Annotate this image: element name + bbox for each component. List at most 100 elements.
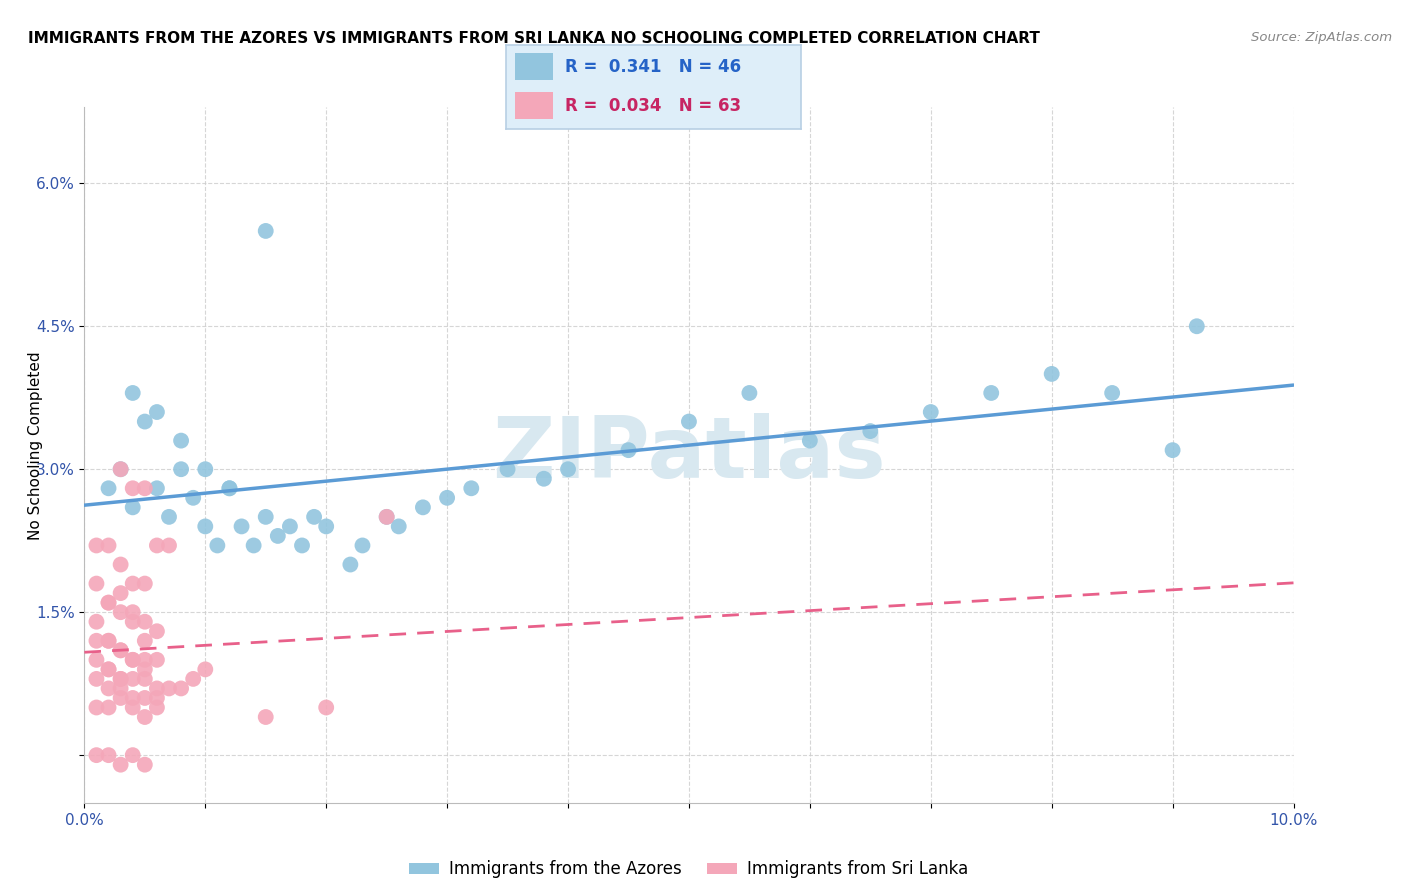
Point: [97, 662, 120, 676]
Point: [194, 519, 217, 533]
Point: [110, 643, 132, 657]
Point: [157, 681, 180, 696]
Point: [859, 424, 882, 438]
Point: [134, 672, 156, 686]
Point: [375, 509, 398, 524]
Point: [110, 586, 132, 600]
Point: [352, 539, 374, 553]
Point: [97, 748, 120, 763]
Point: [121, 653, 143, 667]
Point: [194, 462, 217, 476]
Point: [291, 539, 314, 553]
Text: R =  0.341   N = 46: R = 0.341 N = 46: [565, 58, 741, 76]
Point: [617, 443, 640, 458]
Point: [121, 653, 143, 667]
Point: [920, 405, 942, 419]
Text: ZIPatlas: ZIPatlas: [492, 413, 886, 497]
Point: [110, 672, 132, 686]
Point: [170, 462, 193, 476]
Point: [121, 748, 143, 763]
Point: [146, 624, 169, 639]
Point: [97, 539, 120, 553]
Point: [146, 653, 169, 667]
Point: [110, 681, 132, 696]
Point: [315, 519, 337, 533]
Point: [134, 757, 156, 772]
Point: [315, 700, 337, 714]
Point: [110, 672, 132, 686]
Point: [97, 662, 120, 676]
Point: [146, 681, 169, 696]
Point: [86, 576, 108, 591]
Point: [170, 434, 193, 448]
Point: [86, 633, 108, 648]
Point: [388, 519, 411, 533]
Point: [218, 481, 240, 495]
Point: [110, 605, 132, 619]
Text: Source: ZipAtlas.com: Source: ZipAtlas.com: [1251, 31, 1392, 45]
Point: [121, 672, 143, 686]
Point: [146, 700, 169, 714]
Point: [460, 481, 482, 495]
Point: [134, 615, 156, 629]
Point: [1161, 443, 1184, 458]
Point: [218, 481, 240, 495]
Point: [121, 690, 143, 705]
Point: [207, 539, 229, 553]
Point: [134, 710, 156, 724]
Point: [121, 605, 143, 619]
Point: [121, 576, 143, 591]
Point: [1185, 319, 1208, 334]
Text: R =  0.034   N = 63: R = 0.034 N = 63: [565, 96, 741, 114]
Point: [267, 529, 290, 543]
Point: [799, 434, 821, 448]
Point: [134, 662, 156, 676]
Point: [254, 710, 277, 724]
Point: [97, 596, 120, 610]
Bar: [515, 92, 554, 120]
Point: [97, 633, 120, 648]
Point: [121, 481, 143, 495]
Point: [254, 224, 277, 238]
Point: [170, 681, 193, 696]
Point: [242, 539, 264, 553]
Point: [86, 615, 108, 629]
Point: [496, 462, 519, 476]
Point: [146, 539, 169, 553]
Point: [533, 472, 555, 486]
Point: [134, 481, 156, 495]
Point: [1040, 367, 1063, 381]
Point: [146, 690, 169, 705]
Point: [110, 757, 132, 772]
Point: [121, 500, 143, 515]
Point: [97, 633, 120, 648]
Point: [110, 643, 132, 657]
Point: [134, 690, 156, 705]
Point: [194, 662, 217, 676]
Point: [110, 558, 132, 572]
Point: [738, 386, 761, 401]
Point: [1101, 386, 1123, 401]
Point: [678, 415, 700, 429]
Point: [146, 481, 169, 495]
Text: IMMIGRANTS FROM THE AZORES VS IMMIGRANTS FROM SRI LANKA NO SCHOOLING COMPLETED C: IMMIGRANTS FROM THE AZORES VS IMMIGRANTS…: [28, 31, 1040, 46]
Point: [980, 386, 1002, 401]
Point: [412, 500, 434, 515]
Text: No Schooling Completed: No Schooling Completed: [28, 351, 42, 541]
Point: [231, 519, 253, 533]
Point: [97, 481, 120, 495]
Point: [110, 690, 132, 705]
Point: [254, 509, 277, 524]
Point: [121, 700, 143, 714]
Point: [278, 519, 301, 533]
Point: [557, 462, 579, 476]
Point: [302, 509, 325, 524]
Point: [110, 462, 132, 476]
Point: [97, 700, 120, 714]
Bar: [515, 54, 554, 80]
Point: [97, 681, 120, 696]
Point: [146, 405, 169, 419]
Point: [375, 509, 398, 524]
Point: [121, 615, 143, 629]
Point: [86, 748, 108, 763]
